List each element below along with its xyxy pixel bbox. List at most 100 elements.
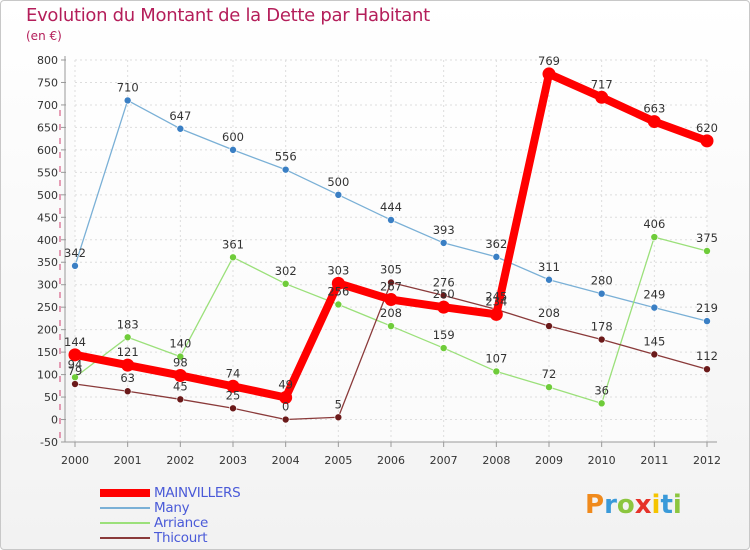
- data-label-mainvillers: 250: [433, 287, 455, 301]
- x-tick-label: 2011: [640, 454, 668, 467]
- data-label-thicourt: 178: [591, 320, 613, 334]
- data-point-arriance: [650, 233, 659, 241]
- x-tick-label: 2000: [61, 454, 89, 467]
- y-tick-label: -50: [40, 436, 58, 449]
- data-point-thicourt: [545, 322, 553, 330]
- data-label-thicourt: 276: [433, 275, 455, 289]
- data-label-many: 647: [169, 109, 191, 123]
- data-label-mainvillers: 769: [538, 54, 560, 68]
- data-point-arriance: [123, 333, 132, 342]
- data-point-arriance: [176, 352, 185, 361]
- data-label-arriance: 375: [696, 231, 718, 245]
- data-label-many: 500: [327, 175, 349, 189]
- data-label-mainvillers: 144: [64, 335, 86, 349]
- data-label-thicourt: 79: [68, 364, 83, 378]
- data-point-arriance: [703, 247, 711, 255]
- data-point-arriance: [597, 399, 606, 408]
- data-point-arriance: [439, 344, 448, 352]
- x-tick-label: 2006: [377, 454, 405, 467]
- data-label-many: 393: [433, 223, 455, 237]
- legend-swatch: [100, 537, 150, 539]
- x-tick-label: 2008: [482, 454, 510, 467]
- data-point-mainvillers: [384, 293, 398, 307]
- x-tick-label: 2010: [588, 454, 616, 467]
- data-point-many: [387, 216, 395, 224]
- data-point-many: [545, 275, 553, 284]
- y-tick-label: 250: [37, 301, 58, 314]
- data-label-mainvillers: 49: [278, 378, 293, 392]
- y-tick-label: 500: [37, 189, 58, 202]
- data-label-mainvillers: 234: [485, 294, 507, 308]
- data-label-arriance: 72: [542, 367, 557, 381]
- data-label-mainvillers: 620: [696, 121, 718, 135]
- data-point-arriance: [229, 253, 237, 262]
- x-tick-label: 2012: [693, 454, 721, 467]
- data-label-thicourt: 0: [282, 400, 289, 414]
- data-label-arriance: 36: [594, 383, 609, 397]
- data-point-arriance: [545, 383, 553, 391]
- proxiti-logo: Proxiti: [585, 490, 682, 520]
- y-tick-label: 50: [44, 391, 58, 404]
- data-label-thicourt: 208: [538, 306, 560, 320]
- data-label-arriance: 361: [222, 237, 244, 251]
- data-label-arriance: 107: [485, 351, 507, 365]
- x-tick-label: 2002: [166, 454, 194, 467]
- data-label-many: 444: [380, 200, 402, 214]
- data-label-many: 342: [64, 246, 86, 260]
- data-point-mainvillers: [489, 307, 503, 321]
- y-tick-label: 750: [37, 76, 58, 89]
- data-label-thicourt: 305: [380, 262, 402, 276]
- data-point-thicourt: [650, 350, 659, 359]
- data-point-many: [650, 303, 659, 312]
- y-tick-label: 350: [37, 256, 58, 269]
- data-point-mainvillers: [68, 348, 82, 362]
- legend-label: Many: [154, 500, 190, 516]
- y-tick-label: 600: [37, 144, 58, 157]
- data-label-many: 249: [643, 288, 665, 302]
- data-point-thicourt: [703, 365, 711, 373]
- y-tick-label: 100: [37, 369, 58, 382]
- x-tick-label: 2004: [272, 454, 300, 467]
- data-point-thicourt: [123, 387, 132, 396]
- logo-letter: i: [651, 490, 661, 520]
- data-point-many: [281, 165, 290, 174]
- data-label-thicourt: 45: [173, 379, 188, 393]
- logo-letter: o: [616, 490, 635, 520]
- data-point-mainvillers: [542, 67, 556, 81]
- data-point-thicourt: [281, 415, 290, 424]
- data-point-many: [703, 317, 711, 325]
- data-point-mainvillers: [226, 379, 240, 393]
- data-point-many: [229, 146, 237, 154]
- data-label-mainvillers: 303: [327, 263, 349, 277]
- data-point-thicourt: [71, 380, 79, 388]
- data-label-arriance: 406: [643, 217, 665, 231]
- logo-letter: P: [585, 490, 605, 520]
- data-label-thicourt: 245: [485, 289, 507, 303]
- data-label-arriance: 94: [68, 357, 83, 371]
- x-tick-label: 2003: [219, 454, 247, 467]
- logo-letter: t: [660, 490, 673, 520]
- data-point-many: [123, 96, 132, 105]
- data-label-mainvillers: 717: [591, 77, 613, 91]
- data-label-mainvillers: 74: [226, 366, 241, 380]
- data-point-arriance: [281, 280, 290, 288]
- legend-swatch: [100, 522, 150, 524]
- data-point-mainvillers: [647, 115, 661, 129]
- data-label-mainvillers: 663: [643, 102, 665, 116]
- y-tick-label: 550: [37, 166, 58, 179]
- y-tick-label: 200: [37, 324, 58, 337]
- data-point-thicourt: [176, 395, 185, 404]
- data-label-mainvillers: 121: [117, 345, 139, 359]
- data-point-many: [439, 239, 448, 247]
- data-label-many: 219: [696, 301, 718, 315]
- data-label-many: 362: [485, 237, 507, 251]
- y-tick-label: 0: [51, 414, 58, 427]
- data-label-thicourt: 25: [226, 388, 241, 402]
- chart-unit-label: (en €): [26, 29, 62, 43]
- data-label-thicourt: 63: [120, 371, 135, 385]
- legend-item: Thicourt: [100, 530, 300, 546]
- x-tick-label: 2005: [324, 454, 352, 467]
- legend-swatch: [100, 507, 150, 509]
- data-point-arriance: [387, 322, 395, 330]
